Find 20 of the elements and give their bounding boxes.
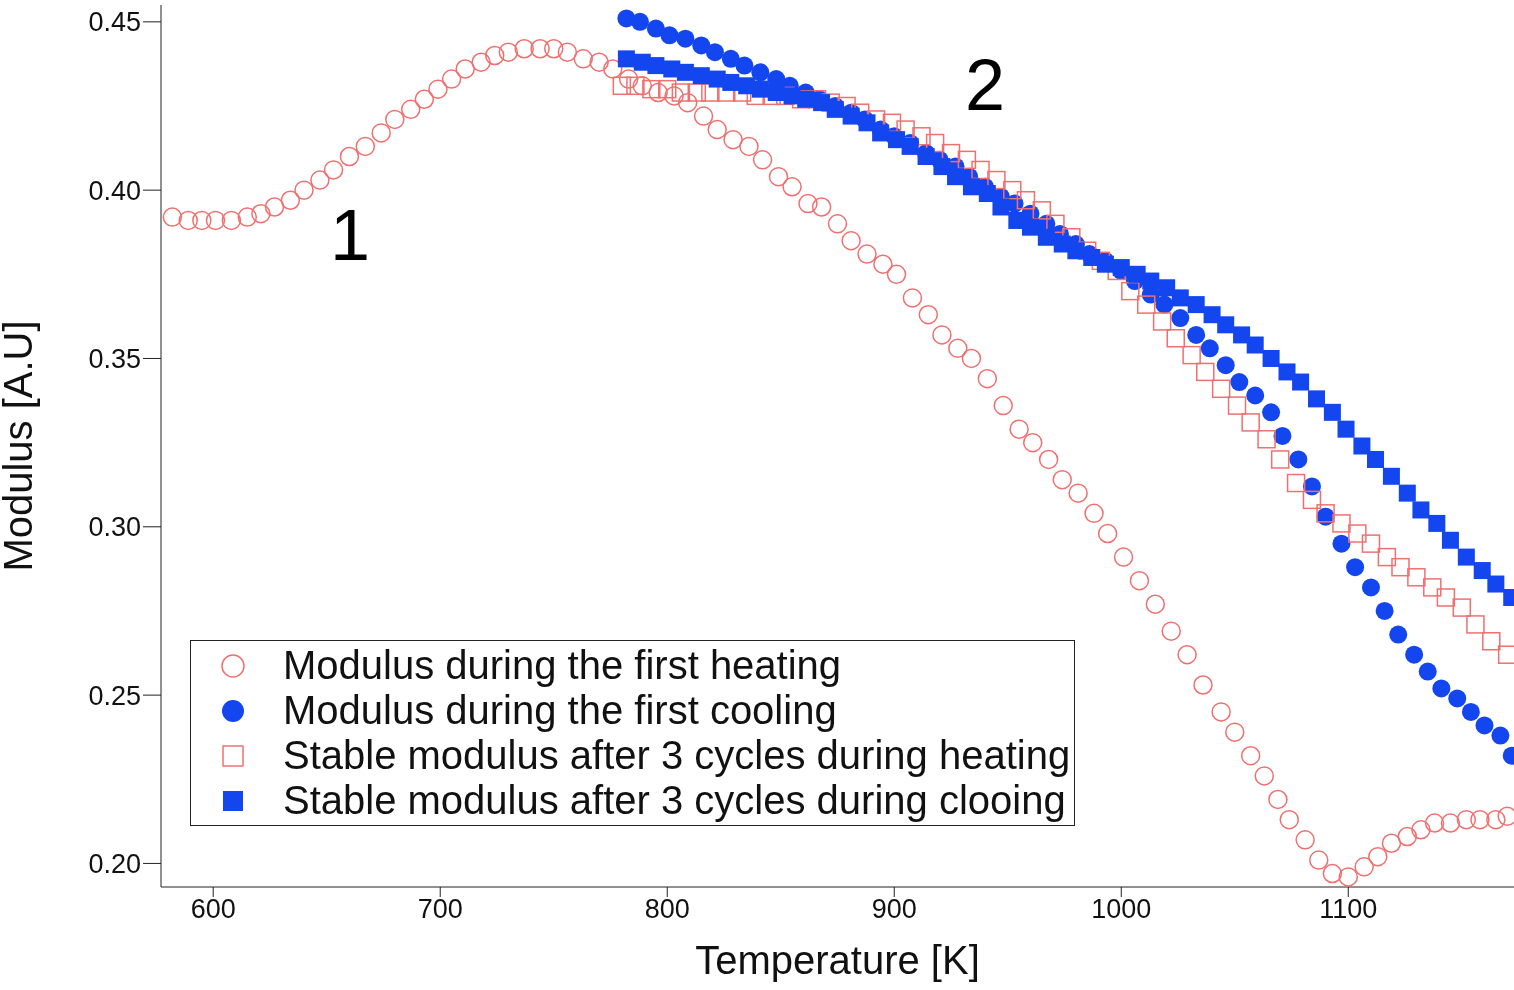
x-tick-label: 900	[871, 894, 917, 925]
annotation: 1	[330, 195, 371, 275]
x-tick-label: 1100	[1319, 894, 1378, 925]
legend-label: Modulus during the first heating	[283, 643, 842, 688]
x-tick-label: 700	[417, 894, 463, 925]
legend-label: Stable modulus after 3 cycles during clooing	[283, 778, 1066, 823]
y-tick-label: 0.25	[88, 680, 141, 711]
y-tick-label: 0.20	[88, 849, 141, 880]
x-tick-label: 600	[190, 894, 236, 925]
annotation: 2	[965, 45, 1006, 125]
y-axis-title: Modulus [A.U]	[0, 320, 41, 572]
y-tick-label: 0.30	[88, 512, 141, 543]
x-tick-label: 800	[644, 894, 690, 925]
legend-label: Modulus during the first cooling	[283, 688, 837, 733]
x-axis-title: Temperature [K]	[695, 938, 980, 982]
y-tick-label: 0.40	[88, 175, 141, 206]
y-tick-label: 0.35	[88, 344, 141, 375]
x-tick-label: 1000	[1091, 894, 1152, 925]
y-tick-label: 0.45	[88, 7, 141, 38]
legend-label: Stable modulus after 3 cycles during heating	[283, 733, 1071, 778]
